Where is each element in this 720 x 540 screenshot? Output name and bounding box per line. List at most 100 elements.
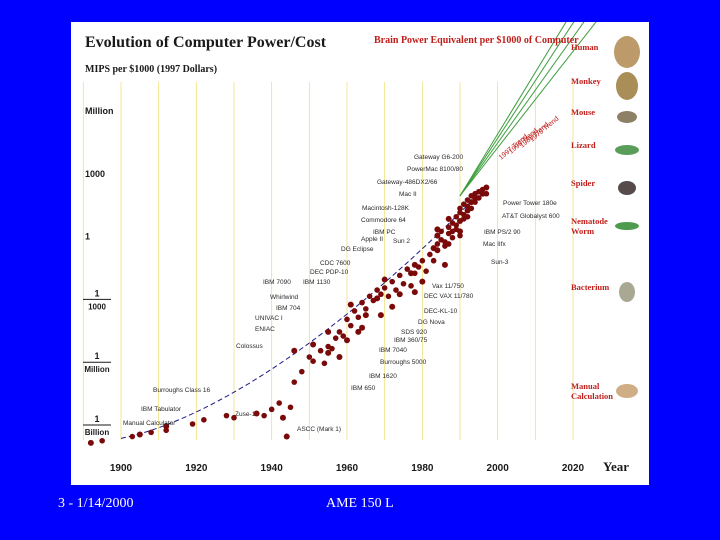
trend-line [459,22,575,197]
y-tick-numerator: 1 [94,288,99,298]
machine-label: Apple II [361,236,383,243]
machine-label: IBM 1130 [303,279,331,286]
data-point [344,337,350,344]
data-point [374,287,380,293]
machine-label: IBM 650 [351,385,376,392]
data-point [291,347,298,354]
human-icon [614,36,640,68]
machine-label: Commodore 64 [361,217,406,224]
data-point [408,283,414,289]
machine-label: IBM 1620 [369,373,397,380]
machine-label: Whirlwind [270,294,299,301]
x-tick-label: 1940 [261,463,284,474]
machine-label: IBM 704 [276,305,301,312]
data-point [329,345,335,352]
y-tick-numerator: 1 [94,414,99,424]
data-point [419,278,426,285]
machine-label: IBM 360/75 [394,337,428,344]
machine-label: ENIAC [255,326,275,333]
machine-label: Macintosh-128K [362,205,410,212]
data-point [261,412,267,419]
y-tick-label: 1000 [88,302,106,311]
data-point [427,251,433,258]
trend-line [459,22,597,197]
x-tick-label: 1920 [185,463,208,474]
data-point [468,205,475,212]
data-point [276,400,282,406]
machine-label: Vax 11/750 [432,283,464,290]
machine-label: Gateway G6-200 [414,154,464,161]
data-point [359,324,366,331]
machine-label: UNIVAC I [255,315,283,322]
data-point [415,264,422,270]
lizard-icon [615,145,639,155]
brain-level-label: Nematode [571,216,608,226]
y-axis-label: MIPS per $1000 (1997 Dollars) [85,64,217,75]
machine-label: PowerMac 8100/80 [407,166,463,173]
data-point [148,429,154,436]
data-point [325,328,332,335]
data-point [363,306,369,312]
footer-slide-info: 3 - 1/14/2000 [58,496,134,511]
data-point [355,314,362,321]
data-point [201,417,207,423]
data-point [355,328,362,335]
data-point [223,412,230,419]
machine-label: Zuse-1 [235,411,256,418]
machine-label: DG Eclipse [341,246,374,253]
data-point [434,241,441,247]
spider-icon [618,181,636,195]
machine-label: Manual Calculator [123,420,176,427]
machine-label: DEC VAX 11/780 [424,293,474,300]
brain-level-label: Worm [571,226,594,236]
machine-label: Mac IIfx [483,241,507,248]
y-tick-label: 1 [85,232,90,242]
data-point [430,257,437,264]
machine-label: Sun 2 [393,238,410,245]
data-point [385,293,392,300]
data-point [268,406,275,413]
data-point [359,299,365,306]
machine-label: DG Nova [418,319,445,326]
machine-label: IBM PS/2 90 [484,229,521,236]
footer-course-title: AME 150 L [326,496,394,511]
data-point [445,215,452,222]
data-point [99,437,105,444]
machine-label: CDC 7600 [320,260,351,267]
data-point [347,322,354,329]
machine-label: Gateway-486DX2/66 [377,179,438,186]
data-point [344,316,350,323]
data-point [321,360,328,367]
trend-line [459,22,585,197]
data-point [453,226,460,233]
brain-level-label: Human [571,42,599,52]
data-point [453,222,460,228]
data-point [393,287,399,293]
machine-label: DEC-KL-10 [424,308,458,315]
chart-title: Evolution of Computer Power/Cost [85,34,327,51]
data-point [411,289,418,296]
y-tick-label: Million [84,365,109,374]
data-point [457,205,463,212]
data-point [231,414,237,421]
x-tick-label: 1980 [411,463,434,474]
data-point [445,224,452,231]
data-point [464,213,471,220]
data-point [306,354,313,360]
data-point [310,358,316,365]
data-point [438,228,444,235]
data-point [400,280,407,287]
data-point [377,312,384,319]
data-point [362,312,369,319]
data-point [419,257,426,264]
data-point [434,247,441,254]
y-tick-numerator: 1 [94,351,99,361]
data-point [404,266,411,272]
machine-label: SDS 920 [401,329,427,336]
data-point [336,354,343,361]
data-point [389,278,396,285]
machine-label: Burroughs 5000 [380,359,427,366]
data-point [464,197,471,203]
y-tick-label: Billion [85,428,110,437]
